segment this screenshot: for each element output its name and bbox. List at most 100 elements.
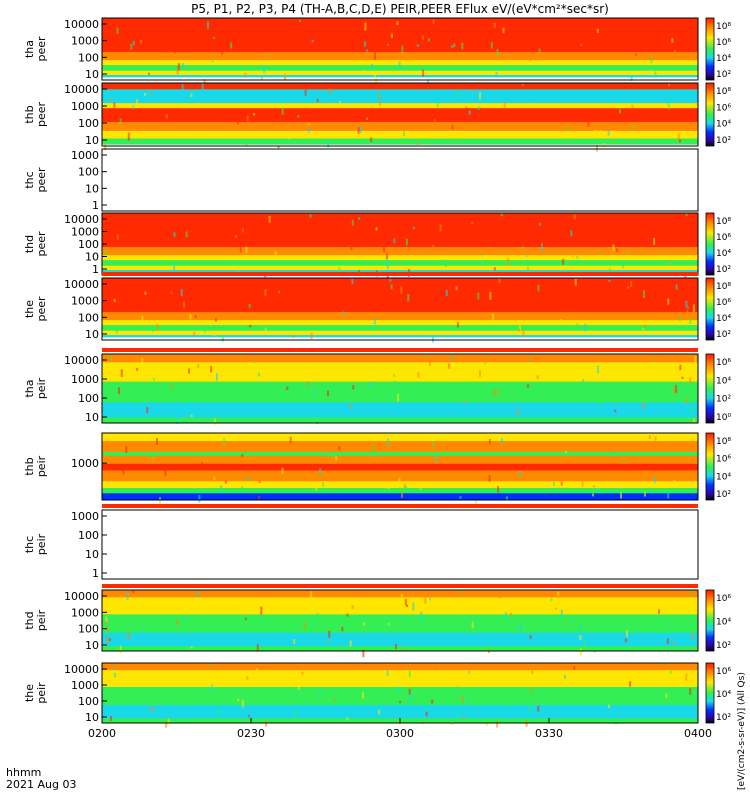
spectrogram-band bbox=[102, 122, 698, 132]
spectrogram-texture bbox=[658, 609, 661, 614]
spectrogram-texture bbox=[445, 289, 448, 297]
spectrogram-texture bbox=[235, 234, 238, 238]
spectrogram-texture bbox=[560, 609, 563, 616]
spectrogram-texture bbox=[597, 250, 600, 253]
spectrogram-texture bbox=[498, 278, 501, 284]
spectrogram-texture bbox=[132, 40, 135, 46]
spectrogram-texture bbox=[239, 244, 242, 253]
spectrogram-texture bbox=[173, 232, 176, 237]
spectrogram-texture bbox=[387, 485, 390, 490]
spectrogram-texture bbox=[190, 93, 193, 98]
spectrogram-texture bbox=[217, 709, 220, 715]
spectrogram-texture bbox=[579, 635, 582, 640]
spectrogram-texture bbox=[286, 386, 289, 390]
spectrogram-texture bbox=[623, 465, 626, 471]
spectrogram-texture bbox=[526, 384, 529, 388]
spectrogram-texture bbox=[375, 77, 378, 86]
spectrogram-texture bbox=[125, 445, 128, 453]
colorbar bbox=[705, 662, 715, 724]
spectrogram-texture bbox=[642, 402, 645, 410]
spectrogram-texture bbox=[303, 621, 306, 630]
spectrogram-band bbox=[102, 463, 698, 472]
spectrogram-texture bbox=[398, 478, 401, 482]
spectrogram-texture bbox=[681, 218, 684, 226]
spectrogram-texture bbox=[602, 143, 605, 148]
spectrogram-texture bbox=[288, 134, 291, 140]
spectrogram-texture bbox=[407, 294, 410, 302]
spectrogram-texture bbox=[432, 244, 435, 252]
spectrogram-texture bbox=[357, 127, 360, 134]
spectrogram-band bbox=[102, 265, 698, 271]
spectrogram-band bbox=[102, 213, 698, 248]
spectrogram-texture bbox=[110, 98, 113, 102]
spectrogram-texture bbox=[307, 122, 310, 126]
colorbar-tick-label: 10⁶ bbox=[716, 594, 731, 604]
spectrogram-texture bbox=[481, 253, 484, 257]
spectrogram-texture bbox=[690, 590, 693, 595]
spectrogram-texture bbox=[473, 23, 476, 28]
spectrogram-texture bbox=[197, 364, 200, 369]
spectrogram-texture bbox=[351, 278, 354, 285]
spectrogram-texture bbox=[479, 107, 482, 116]
spectrogram-texture bbox=[484, 361, 487, 365]
panel-label-line: thb bbox=[23, 105, 36, 123]
spectrogram-texture bbox=[313, 390, 316, 396]
panel-label-line: tha bbox=[23, 40, 36, 58]
spectrogram-texture bbox=[507, 257, 510, 266]
spectrogram-texture bbox=[338, 267, 341, 274]
spectrogram-texture bbox=[564, 622, 567, 626]
panel-label-line: peer bbox=[35, 167, 48, 193]
spectrogram-texture bbox=[318, 690, 321, 697]
y-tick-label: 100 bbox=[78, 529, 99, 542]
spectrogram-texture bbox=[357, 270, 360, 274]
spectrogram-band bbox=[102, 670, 698, 688]
spectrogram-texture bbox=[144, 291, 147, 295]
spectrogram-texture bbox=[241, 486, 244, 490]
spectrogram-texture bbox=[599, 130, 602, 137]
panel-label: thepeer bbox=[23, 296, 48, 322]
spectrogram-texture bbox=[436, 663, 439, 671]
spectrogram-band bbox=[102, 632, 698, 647]
spectrogram-texture bbox=[331, 452, 334, 460]
y-tick-label: 1000 bbox=[71, 679, 99, 692]
spectrogram-texture bbox=[304, 89, 307, 96]
spectrogram-texture bbox=[390, 284, 393, 290]
panel-label-line: peir bbox=[35, 455, 48, 477]
spectrogram-texture bbox=[295, 464, 298, 468]
spectrogram-texture bbox=[592, 485, 595, 488]
spectrogram-texture bbox=[196, 590, 199, 598]
spectrogram-texture bbox=[462, 716, 465, 720]
spectrogram-texture bbox=[578, 311, 581, 320]
colorbar-tick-label: 10⁴ bbox=[716, 120, 731, 130]
spectrogram-texture bbox=[106, 290, 109, 293]
spectrogram-texture bbox=[685, 673, 688, 681]
spectrogram-texture bbox=[393, 374, 396, 377]
spectrogram-texture bbox=[387, 622, 390, 626]
panel-thb-peer: thbpeer 10000 1000 100 10 10⁸ 10⁶ 10⁴ 10² bbox=[23, 82, 731, 152]
spectrogram-texture bbox=[459, 590, 462, 594]
spectrogram-texture bbox=[424, 597, 427, 604]
spectrogram-texture bbox=[431, 335, 434, 343]
spectrogram-texture bbox=[692, 304, 695, 313]
spectrogram-texture bbox=[545, 288, 548, 295]
panel-label-line: the bbox=[23, 684, 36, 702]
spectrogram-texture bbox=[693, 418, 696, 424]
spectrogram-texture bbox=[668, 259, 671, 263]
colorbar-tick-label: 10² bbox=[716, 490, 731, 500]
spectrogram-texture bbox=[497, 486, 500, 493]
spectrogram-texture bbox=[404, 598, 407, 606]
spectrogram-texture bbox=[580, 625, 583, 633]
spectrogram-texture bbox=[608, 268, 611, 275]
spectrogram-texture bbox=[489, 291, 492, 300]
spectrogram-band bbox=[102, 108, 698, 123]
spectrogram-texture bbox=[306, 381, 309, 387]
colorbar-tick-label: 10⁴ bbox=[716, 618, 731, 628]
spectrogram-texture bbox=[256, 644, 259, 651]
spectrogram-texture bbox=[685, 398, 688, 404]
spectrogram-texture bbox=[141, 358, 144, 363]
spectrogram-texture bbox=[648, 434, 651, 439]
spectrogram-texture bbox=[122, 469, 125, 475]
spectrogram-texture bbox=[488, 474, 491, 482]
spectrogram-texture bbox=[328, 630, 331, 638]
spectrogram-texture bbox=[599, 401, 602, 408]
